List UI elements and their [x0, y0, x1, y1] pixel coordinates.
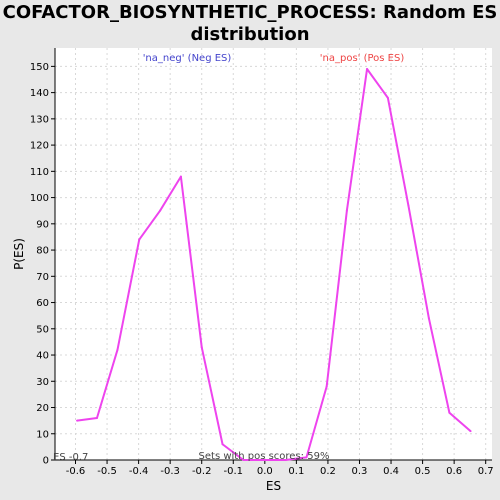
chart-title-line-1: COFACTOR_BIOSYNTHETIC_PROCESS: Random ES — [2, 2, 498, 23]
chart-title-line-2: distribution — [190, 24, 310, 45]
data-point — [284, 459, 287, 461]
y-tick-label: 50 — [36, 324, 49, 335]
y-tick-label: 70 — [36, 272, 49, 283]
data-point — [305, 456, 308, 459]
y-tick-label: 30 — [36, 377, 49, 388]
series-line — [76, 67, 472, 461]
x-tick-label: 0.7 — [478, 466, 494, 477]
data-point — [221, 443, 224, 446]
neg-es-label: 'na_neg' (Neg ES) — [143, 53, 232, 64]
x-axis-label: ES — [266, 479, 281, 493]
x-tick-label: 0.6 — [446, 466, 462, 477]
es-value-label: ES -0.7 — [53, 452, 88, 463]
y-tick-label: 40 — [36, 351, 49, 362]
data-point — [448, 411, 451, 414]
x-tick-label: -0.4 — [129, 466, 149, 477]
data-point — [95, 417, 98, 420]
y-tick-label: 120 — [30, 141, 49, 152]
data-point — [263, 459, 266, 461]
y-tick-label: 80 — [36, 246, 49, 257]
x-tick-label: 0.5 — [415, 466, 431, 477]
x-tick-label: 0.1 — [288, 466, 304, 477]
data-point — [179, 175, 182, 178]
pos-es-label: 'na_pos' (Pos ES) — [320, 53, 405, 64]
y-tick-label: 140 — [30, 88, 49, 99]
y-tick-label: 10 — [36, 429, 49, 440]
y-tick-label: 110 — [30, 167, 49, 178]
x-tick-label: 0.2 — [320, 466, 336, 477]
x-tick-label: -0.1 — [224, 466, 244, 477]
x-tick-label: -0.2 — [192, 466, 212, 477]
x-tick-label: -0.6 — [66, 466, 86, 477]
y-tick-label: 150 — [30, 62, 49, 73]
data-point — [366, 67, 369, 70]
y-axis-label: P(ES) — [12, 238, 26, 270]
data-point — [386, 96, 389, 99]
data-point — [325, 385, 328, 388]
y-tick-label: 100 — [30, 193, 49, 204]
data-point — [242, 459, 245, 461]
x-tick-label: 0.3 — [352, 466, 368, 477]
data-point — [469, 430, 472, 433]
x-tick-label: 0.4 — [383, 466, 399, 477]
data-point — [407, 204, 410, 207]
data-point — [138, 238, 141, 241]
data-point — [159, 209, 162, 212]
y-tick-label: 0 — [43, 456, 49, 467]
series-group — [76, 67, 472, 461]
y-tick-label: 130 — [30, 114, 49, 125]
data-point — [200, 346, 203, 349]
data-point — [345, 209, 348, 212]
gridlines — [55, 48, 492, 461]
y-tick-label: 90 — [36, 219, 49, 230]
data-point — [427, 317, 430, 320]
labels-group: ES P(ES) 'na_neg' (Neg ES) 'na_pos' (Pos ES… — [12, 53, 404, 493]
chart-title: COFACTOR_BIOSYNTHETIC_PROCESS: Random ES… — [0, 2, 500, 46]
data-point — [76, 419, 79, 422]
x-tick-label: -0.5 — [97, 466, 117, 477]
pos-scores-label: Sets with pos scores: 59% — [199, 451, 330, 462]
x-tick-label: 0.0 — [257, 466, 273, 477]
x-tick-label: -0.3 — [160, 466, 180, 477]
axes: 0 10 20 30 40 50 60 70 80 90 100 110 120 130 140 150 -0.… — [30, 48, 494, 477]
y-tick-label: 60 — [36, 298, 49, 309]
data-point — [116, 348, 119, 351]
y-tick-label: 20 — [36, 403, 49, 414]
plot-background — [55, 48, 492, 460]
